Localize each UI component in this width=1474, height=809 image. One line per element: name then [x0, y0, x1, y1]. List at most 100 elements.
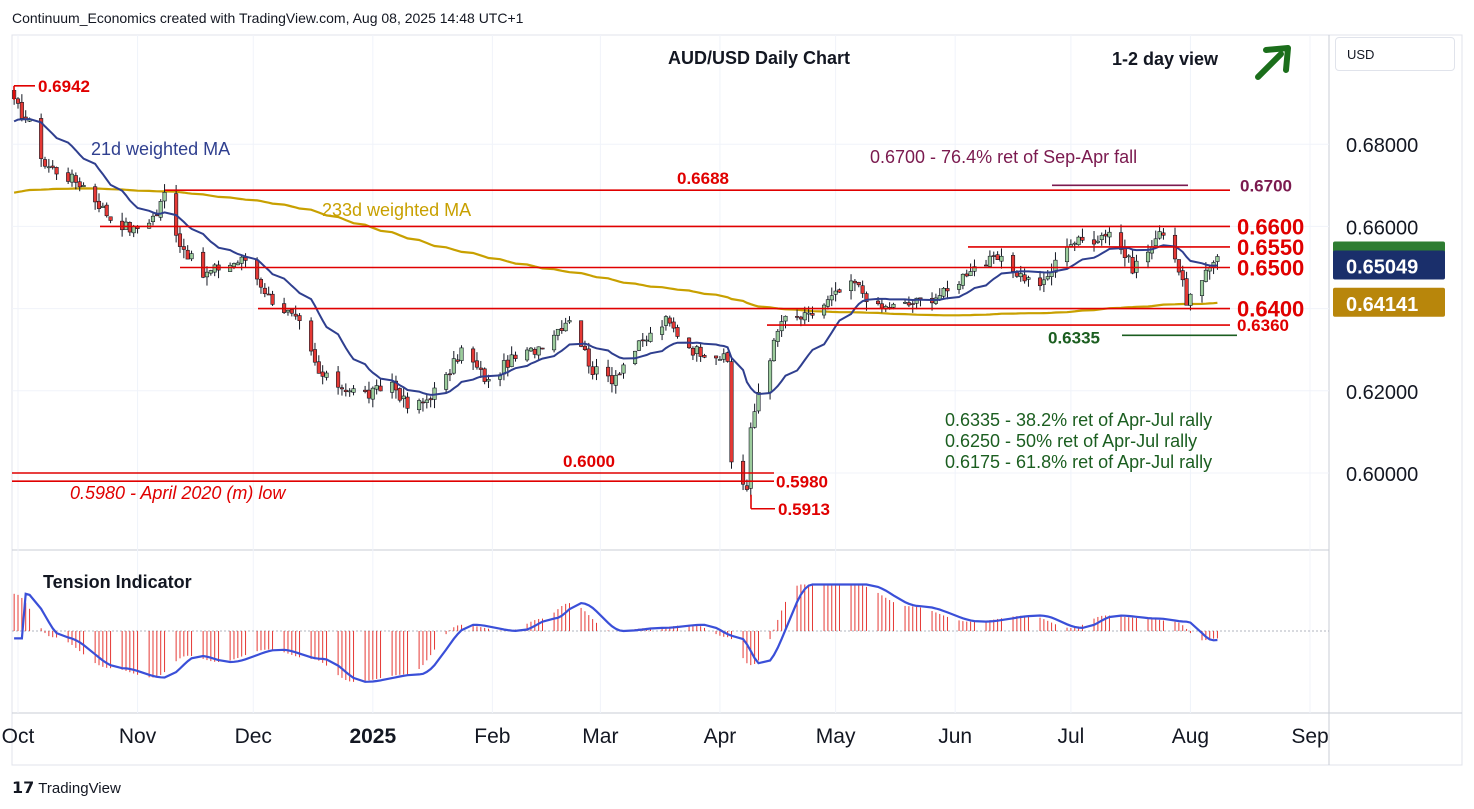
- candle-body: [42, 159, 48, 167]
- tradingview-brand[interactable]: 𝟭𝟳 TradingView: [12, 778, 121, 798]
- candle-body: [1161, 232, 1166, 236]
- candle-body: [590, 366, 595, 375]
- candle-body: [162, 192, 167, 202]
- candle-body: [636, 340, 641, 351]
- chart-attribution: Continuum_Economics created with Trading…: [12, 10, 524, 26]
- price-tag-label: 0.65049: [1346, 256, 1418, 278]
- x-tick-label: Jul: [1057, 725, 1084, 748]
- candle-body: [235, 262, 240, 266]
- level-label: 0.6360: [1237, 316, 1289, 335]
- x-tick-label: Oct: [2, 725, 35, 748]
- price-tag-ma21: [1333, 250, 1445, 280]
- candle-body: [316, 361, 321, 374]
- candle-body: [606, 366, 611, 377]
- candle-body: [1145, 251, 1151, 263]
- candle-body: [582, 345, 587, 350]
- candle-body: [1122, 248, 1127, 258]
- x-tick-label: Dec: [235, 725, 272, 748]
- candle-body: [795, 316, 800, 318]
- candle-body: [351, 388, 356, 393]
- candle-body: [262, 287, 267, 295]
- candle-body: [837, 289, 842, 293]
- level-label: 0.5913: [778, 500, 830, 519]
- candle-body: [525, 349, 530, 361]
- candle-body: [320, 371, 325, 377]
- candle-body: [995, 254, 1000, 260]
- candle-body: [347, 390, 352, 393]
- x-tick-label: Mar: [582, 725, 618, 748]
- candle-body: [131, 226, 136, 234]
- candle-body: [474, 360, 479, 368]
- candle-body: [698, 346, 703, 357]
- candle-body: [455, 359, 460, 362]
- chart-title: AUD/USD Daily Chart: [668, 48, 850, 68]
- candle-body: [120, 220, 125, 231]
- candle-body: [956, 284, 962, 290]
- candle-body: [540, 347, 545, 350]
- tradingview-logo-icon: 𝟭𝟳: [12, 780, 35, 797]
- candle-body: [1180, 270, 1185, 281]
- candle-body: [1022, 274, 1027, 282]
- candle-body: [903, 302, 908, 304]
- candle-body: [798, 316, 803, 320]
- candle-body: [212, 264, 217, 273]
- candle-body: [532, 349, 537, 355]
- candle-body: [513, 354, 518, 359]
- level-label: 0.6400: [1237, 297, 1304, 322]
- candle-body: [552, 334, 557, 351]
- candle-body: [648, 332, 653, 342]
- candle-body: [829, 295, 834, 301]
- price-tag-ma233: [1333, 287, 1445, 317]
- candle-body: [393, 380, 398, 391]
- candle-body: [189, 253, 194, 260]
- candle-body: [108, 216, 113, 221]
- annotation-fib-apr-jul: 0.6335 - 38.2% ret of Apr-Jul rally: [945, 410, 1212, 430]
- candle-body: [1080, 236, 1085, 241]
- y-tick-label: 0.62000: [1346, 382, 1418, 404]
- candle-body: [783, 315, 788, 322]
- candle-body: [312, 349, 318, 363]
- candle-body: [390, 381, 395, 393]
- level-label: 0.6700: [1240, 176, 1292, 195]
- candle-body: [451, 358, 456, 374]
- candle-body: [370, 387, 375, 400]
- level-label: 0.6600: [1237, 214, 1304, 239]
- tradingview-brand-label: TradingView: [38, 780, 121, 797]
- candle-body: [864, 293, 869, 303]
- view-label: 1-2 day view: [1112, 49, 1219, 69]
- candle-body: [1099, 235, 1104, 241]
- candle-body: [501, 360, 506, 375]
- candle-body: [231, 263, 237, 267]
- x-tick-label: Aug: [1172, 725, 1209, 748]
- candle-body: [19, 101, 24, 119]
- candle-body: [756, 391, 761, 412]
- annotation-april-2020-low: 0.5980 - April 2020 (m) low: [70, 483, 286, 503]
- candle-body: [559, 328, 564, 331]
- candle-body: [204, 271, 210, 278]
- candle-body: [201, 251, 206, 278]
- currency-button[interactable]: USD: [1335, 37, 1455, 71]
- x-tick-label: Apr: [704, 725, 737, 748]
- y-tick-label: 0.66000: [1346, 217, 1418, 239]
- level-label: 0.6688: [677, 169, 729, 188]
- candle-body: [1199, 280, 1205, 296]
- candle-body: [567, 320, 572, 323]
- candle-body: [613, 375, 618, 386]
- candle-body: [849, 280, 854, 291]
- ma21-line: [13, 117, 1218, 396]
- candle-body: [833, 290, 838, 295]
- candle-body: [154, 214, 159, 217]
- candle-body: [744, 485, 749, 490]
- candle-body: [964, 273, 969, 277]
- candle-body: [39, 118, 44, 159]
- candle-body: [810, 313, 815, 316]
- candle-body: [690, 347, 695, 356]
- candle-body: [1068, 244, 1073, 247]
- candle-body: [289, 309, 294, 314]
- candle-body: [714, 355, 719, 359]
- candle-body: [486, 379, 491, 382]
- candle-body: [910, 303, 915, 305]
- candle-body: [806, 312, 811, 315]
- candle-body: [428, 398, 433, 401]
